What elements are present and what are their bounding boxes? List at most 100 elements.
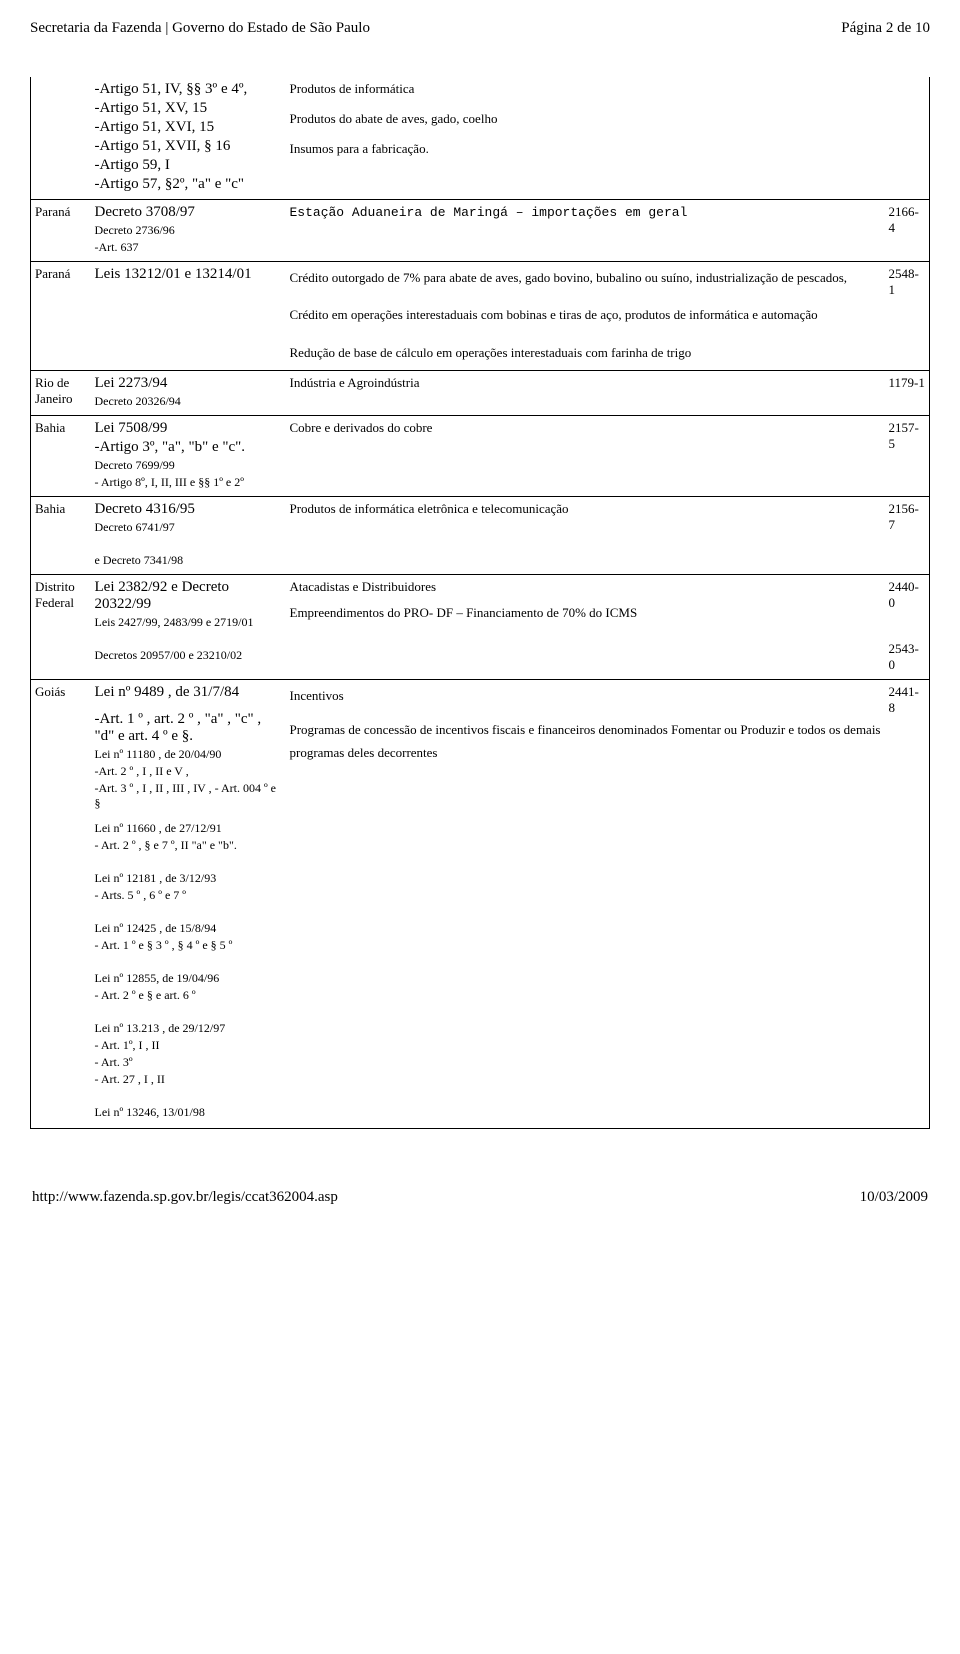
code-cell: 2441-8 [885,680,930,818]
law-cell: Decreto 3708/97 Decreto 2736/96 -Art. 63… [91,200,286,262]
header-left: Secretaria da Fazenda | Governo do Estad… [30,20,370,37]
law-text: Lei nº 12425 , de 15/8/94 [95,921,881,936]
law-text: Lei nº 12855, de 19/04/96 [95,971,881,986]
law-text: -Artigo 57, §2º, "a" e "c" [95,176,282,193]
code-cell [885,817,930,1129]
desc-cell: Indústria e Agroindústria [286,371,885,416]
law-text: Decretos 20957/00 e 23210/02 [95,648,282,663]
law-text: -Art. 1 º , art. 2 º , "a" , "c" , "d" e… [95,711,282,745]
law-cell: Lei 7508/99 -Artigo 3º, "a", "b" e "c". … [91,416,286,497]
law-text: - Art. 3º [95,1055,881,1070]
code-text: 2440-0 [889,579,926,611]
code-cell: 2156-7 [885,497,930,575]
law-cell: Decreto 4316/95 Decreto 6741/97 e Decret… [91,497,286,575]
table-row: Paraná Decreto 3708/97 Decreto 2736/96 -… [31,200,930,262]
header-right: Página 2 de 10 [841,20,930,37]
page-footer: http://www.fazenda.sp.gov.br/legis/ccat3… [30,1189,930,1206]
law-text: Decreto 20326/94 [95,394,282,409]
law-text: -Art. 2 º , I , II e V , [95,764,282,779]
table-row: Distrito Federal Lei 2382/92 e Decreto 2… [31,575,930,680]
state-cell: Bahia [31,416,91,497]
table-row: Rio de Janeiro Lei 2273/94 Decreto 20326… [31,371,930,416]
law-text: Decreto 7699/99 [95,458,282,473]
desc-cell: Crédito outorgado de 7% para abate de av… [286,262,885,371]
law-text: Decreto 3708/97 [95,204,282,221]
footer-url: http://www.fazenda.sp.gov.br/legis/ccat3… [32,1189,338,1206]
state-cell: Bahia [31,497,91,575]
state-cell: Paraná [31,262,91,371]
desc-text: Incentivos [290,684,881,707]
law-text: Decreto 4316/95 [95,501,282,518]
law-text: - Art. 2 º , § e 7 º, II "a" e "b". [95,838,881,853]
desc-cell: Estação Aduaneira de Maringá – importaçõ… [286,200,885,262]
table-row: -Artigo 51, IV, §§ 3º e 4º, -Artigo 51, … [31,77,930,200]
table-row: Bahia Decreto 4316/95 Decreto 6741/97 e … [31,497,930,575]
code-cell: 2440-0 2543-0 [885,575,930,680]
desc-text: Produtos do abate de aves, gado, coelho [290,111,881,127]
code-cell: 2157-5 [885,416,930,497]
desc-cell: Cobre e derivados do cobre [286,416,885,497]
table-row: Lei nº 11660 , de 27/12/91 - Art. 2 º , … [31,817,930,1129]
law-block: Lei nº 11660 , de 27/12/91 - Art. 2 º , … [95,821,881,853]
law-text: - Art. 27 , I , II [95,1072,881,1087]
law-text: -Artigo 51, XV, 15 [95,100,282,117]
law-text: - Art. 2 º e § e art. 6 º [95,988,881,1003]
desc-cell: Incentivos Programas de concessão de inc… [286,680,885,818]
law-text: e Decreto 7341/98 [95,553,282,568]
main-table: -Artigo 51, IV, §§ 3º e 4º, -Artigo 51, … [30,77,930,1129]
law-text: Leis 13212/01 e 13214/01 [95,266,282,283]
code-cell: 2166-4 [885,200,930,262]
law-text: -Artigo 59, I [95,157,282,174]
law-text: -Artigo 3º, "a", "b" e "c". [95,439,282,456]
desc-text: Atacadistas e Distribuidores [290,579,881,595]
law-text: Lei 2382/92 e Decreto 20322/99 [95,579,282,613]
desc-cell: Produtos de informática eletrônica e tel… [286,497,885,575]
page-header: Secretaria da Fazenda | Governo do Estad… [30,20,930,37]
law-text: -Artigo 51, XVII, § 16 [95,138,282,155]
desc-text: Estação Aduaneira de Maringá – importaçõ… [290,205,688,220]
state-cell: Paraná [31,200,91,262]
table-row: Goiás Lei nº 9489 , de 31/7/84 -Art. 1 º… [31,680,930,818]
law-cell: Lei 2382/92 e Decreto 20322/99 Leis 2427… [91,575,286,680]
law-text: Lei nº 11180 , de 20/04/90 [95,747,282,762]
state-cell: Distrito Federal [31,575,91,680]
law-ext-cell: Lei nº 11660 , de 27/12/91 - Art. 2 º , … [91,817,885,1129]
page-container: Secretaria da Fazenda | Governo do Estad… [0,0,960,1246]
desc-text: Insumos para a fabricação. [290,141,881,157]
law-text: -Artigo 51, XVI, 15 [95,119,282,136]
desc-text: Empreendimentos do PRO- DF – Financiamen… [290,605,881,621]
law-cell: Leis 13212/01 e 13214/01 [91,262,286,371]
law-text: -Art. 3 º , I , II , III , IV , - Art. 0… [95,781,282,811]
law-text: Lei nº 13246, 13/01/98 [95,1105,881,1120]
law-block: Lei nº 13246, 13/01/98 [95,1105,881,1120]
state-cell [31,77,91,200]
law-block: Lei nº 12855, de 19/04/96 - Art. 2 º e §… [95,971,881,1003]
law-cell: Lei nº 9489 , de 31/7/84 -Art. 1 º , art… [91,680,286,818]
code-cell [885,77,930,200]
law-text: Decreto 2736/96 [95,223,282,238]
law-block: Lei nº 12425 , de 15/8/94 - Art. 1 º e §… [95,921,881,953]
law-block: Lei nº 13.213 , de 29/12/97 - Art. 1º, I… [95,1021,881,1087]
code-cell: 1179-1 [885,371,930,416]
state-cell: Goiás [31,680,91,818]
table-row: Bahia Lei 7508/99 -Artigo 3º, "a", "b" e… [31,416,930,497]
law-text: - Art. 1º, I , II [95,1038,881,1053]
law-text: - Artigo 8º, I, II, III e §§ 1º e 2º [95,475,282,490]
desc-cell: Atacadistas e Distribuidores Empreendime… [286,575,885,680]
law-text: -Art. 637 [95,240,282,255]
law-text: Lei nº 9489 , de 31/7/84 [95,684,282,701]
law-text: Lei nº 13.213 , de 29/12/97 [95,1021,881,1036]
footer-date: 10/03/2009 [860,1189,928,1206]
law-cell: Lei 2273/94 Decreto 20326/94 [91,371,286,416]
law-cell: -Artigo 51, IV, §§ 3º e 4º, -Artigo 51, … [91,77,286,200]
code-text: 2543-0 [889,641,926,673]
law-text: -Artigo 51, IV, §§ 3º e 4º, [95,81,282,98]
law-block: Lei nº 12181 , de 3/12/93 - Arts. 5 º , … [95,871,881,903]
state-cell [31,817,91,1129]
law-text: Decreto 6741/97 [95,520,282,535]
state-cell: Rio de Janeiro [31,371,91,416]
law-text: Lei nº 12181 , de 3/12/93 [95,871,881,886]
desc-cell: Produtos de informática Produtos do abat… [286,77,885,200]
law-text: Lei nº 11660 , de 27/12/91 [95,821,881,836]
law-text: Leis 2427/99, 2483/99 e 2719/01 [95,615,282,630]
